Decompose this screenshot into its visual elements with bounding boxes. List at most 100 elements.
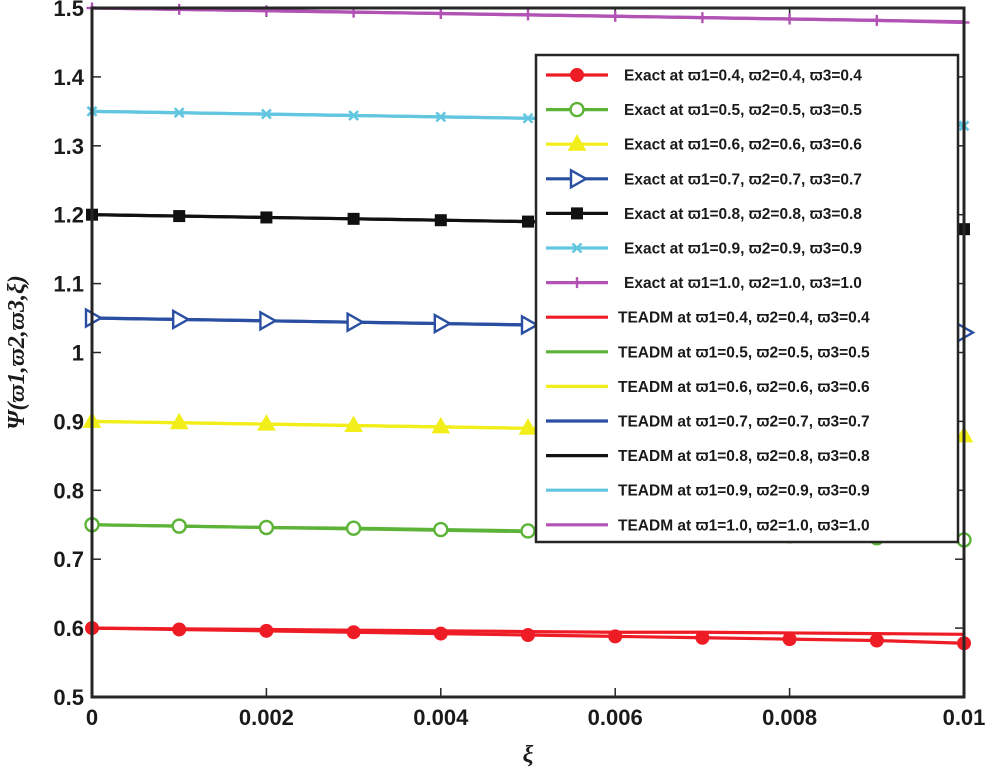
data-point-marker [869,633,884,648]
y-axis-label: Ψ(ϖ1,ϖ2,ϖ3,ξ) [4,275,30,429]
data-point-marker [346,311,366,333]
y-tick-label: 0.6 [53,616,84,641]
data-point-marker [433,521,449,538]
legend-entry: TEADM at ϖ1=1.0, ϖ2=1.0, ϖ3=1.0 [546,517,870,534]
x-tick-label: 0.006 [588,705,643,730]
legend-entry: Exact at ϖ1=0.7, ϖ2=0.7, ϖ3=0.7 [546,168,862,190]
data-point-marker [522,112,534,124]
legend: Exact at ϖ1=0.4, ϖ2=0.4, ϖ3=0.4 Exact at … [534,53,960,544]
data-point-marker [260,211,273,224]
legend-entry: Exact at ϖ1=0.4, ϖ2=0.4, ϖ3=0.4 [546,68,862,85]
x-tick-label: 0.002 [239,705,294,730]
data-point-marker [344,415,363,433]
data-point-marker [346,625,361,640]
y-tick-label: 1 [72,341,84,366]
x-tick-label: 0.004 [413,705,469,730]
data-point-marker [522,215,534,228]
data-point-marker [518,418,538,435]
data-point-marker [259,623,274,638]
legend-marker-swatch [567,134,587,151]
data-point-marker [609,10,621,22]
legend-marker-swatch [569,101,585,118]
legend-entry: TEADM at ϖ1=0.5, ϖ2=0.5, ϖ3=0.5 [546,344,870,361]
data-point-marker [435,111,447,123]
data-point-marker [171,518,187,534]
legend-entry: TEADM at ϖ1=0.8, ϖ2=0.8, ϖ3=0.8 [546,448,870,465]
legend-label: Exact at ϖ1=0.8, ϖ2=0.8, ϖ3=0.8 [624,206,862,223]
data-point-marker [257,414,276,431]
data-point-marker [782,632,797,647]
legend-label: Exact at ϖ1=0.4, ϖ2=0.4, ϖ3=0.4 [624,68,862,85]
data-point-marker [348,110,360,121]
data-point-marker [171,308,191,330]
data-point-marker [169,412,189,430]
data-point-marker [259,310,278,332]
legend-label: TEADM at ϖ1=0.7, ϖ2=0.7, ϖ3=0.7 [618,414,870,431]
data-point-marker [520,523,536,539]
data-point-marker [345,520,362,536]
data-point-marker [520,314,540,336]
legend-label: TEADM at ϖ1=1.0, ϖ2=1.0, ϖ3=1.0 [618,517,870,534]
legend-entry: Exact at ϖ1=0.6, ϖ2=0.6, ϖ3=0.6 [546,134,862,154]
tick-labels: 0 0.002 0.004 0.006 0.008 0.01 0.5 0.6 0.7 0.8 0.9… [53,0,985,730]
data-point-marker [347,212,360,225]
y-tick-label: 1.4 [53,65,84,90]
data-point-marker [695,630,710,645]
legend-marker-swatch [571,207,583,220]
legend-label: Exact at ϖ1=0.6, ϖ2=0.6, ϖ3=0.6 [624,137,862,154]
y-tick-label: 0.9 [53,409,84,434]
legend-box [534,53,960,544]
data-point-marker [435,8,447,20]
data-point-marker [258,519,275,536]
legend-entry: TEADM at ϖ1=0.6, ϖ2=0.6, ϖ3=0.6 [546,379,870,396]
legend-entry: TEADM at ϖ1=0.7, ϖ2=0.7, ϖ3=0.7 [546,414,870,431]
legend-label: Exact at ϖ1=0.7, ϖ2=0.7, ϖ3=0.7 [624,171,862,188]
legend-label: Exact at ϖ1=0.9, ϖ2=0.9, ϖ3=0.9 [624,241,862,258]
data-point-marker [172,622,187,637]
data-point-marker [696,12,708,24]
data-point-marker [433,313,453,335]
series-exact-0 [85,621,971,651]
x-tick-label: 0.008 [762,705,817,730]
legend-entry: Exact at ϖ1=1.0, ϖ2=1.0, ϖ3=1.0 [546,275,862,292]
data-point-marker [433,626,448,641]
legend-label: TEADM at ϖ1=0.4, ϖ2=0.4, ϖ3=0.4 [618,310,870,327]
y-tick-label: 1.2 [53,203,84,228]
data-point-marker [608,629,623,644]
y-tick-label: 1.3 [53,134,84,159]
legend-label: TEADM at ϖ1=0.9, ϖ2=0.9, ϖ3=0.9 [618,483,870,500]
legend-entry: Exact at ϖ1=0.9, ϖ2=0.9, ϖ3=0.9 [546,241,862,258]
plot-frame [90,6,966,699]
legend-label: TEADM at ϖ1=0.5, ϖ2=0.5, ϖ3=0.5 [618,344,870,361]
legend-label: TEADM at ϖ1=0.6, ϖ2=0.6, ϖ3=0.6 [618,379,870,396]
data-point-marker [434,214,447,227]
y-tick-label: 1.1 [53,272,84,297]
data-point-marker [784,13,796,25]
legend-entry: TEADM at ϖ1=0.9, ϖ2=0.9, ϖ3=0.9 [546,483,870,500]
y-tick-label: 1.5 [53,0,84,21]
legend-marker-swatch [570,68,584,82]
x-tick-label: 0.01 [943,705,985,730]
y-tick-label: 0.7 [53,547,84,572]
legend-marker-swatch [571,277,583,289]
legend-entry: Exact at ϖ1=0.5, ϖ2=0.5, ϖ3=0.5 [546,101,862,119]
legend-entry: Exact at ϖ1=0.8, ϖ2=0.8, ϖ3=0.8 [546,206,862,223]
legend-marker-swatch [569,168,589,190]
legend-marker-swatch [571,242,583,254]
data-point-marker [173,210,186,223]
y-tick-label: 0.5 [53,685,84,710]
data-point-marker [260,108,272,120]
data-point-marker [522,9,534,21]
x-tick-label: 0 [86,705,98,730]
data-point-marker [431,416,451,434]
legend-entry: TEADM at ϖ1=0.4, ϖ2=0.4, ϖ3=0.4 [546,310,870,327]
legend-label: TEADM at ϖ1=0.8, ϖ2=0.8, ϖ3=0.8 [618,448,870,465]
x-axis-label: ξ [523,742,534,768]
data-point-marker [871,14,883,26]
legend-label: Exact at ϖ1=1.0, ϖ2=1.0, ϖ3=1.0 [624,275,862,292]
y-tick-label: 0.8 [53,478,84,503]
data-point-marker [521,627,535,642]
data-point-marker [173,107,185,119]
legend-label: Exact at ϖ1=0.5, ϖ2=0.5, ϖ3=0.5 [624,102,862,119]
